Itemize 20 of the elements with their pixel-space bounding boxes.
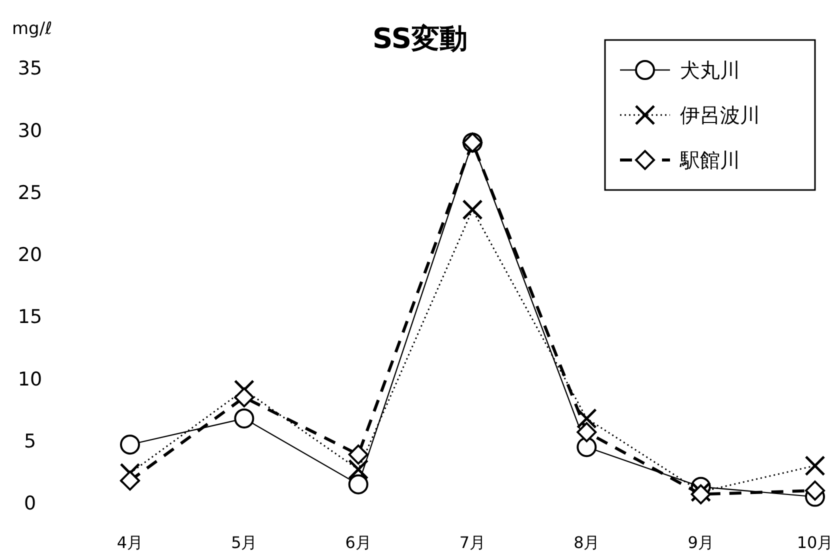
- x-tick-label: 10月: [796, 533, 834, 552]
- x-tick-label: 9月: [688, 533, 714, 552]
- legend-label: 犬丸川: [680, 58, 740, 82]
- x-tick-label: 8月: [574, 533, 600, 552]
- y-tick-label: 15: [18, 306, 42, 328]
- y-tick-label: 20: [18, 244, 42, 266]
- y-tick-label: 10: [18, 368, 42, 390]
- x-tick-label: 4月: [116, 533, 144, 552]
- chart-title: SS変動: [372, 22, 468, 55]
- y-tick-label: 25: [18, 182, 42, 204]
- x-tick-label: 7月: [459, 533, 486, 552]
- y-tick-label: 30: [18, 120, 42, 142]
- x-tick-label: 6月: [345, 533, 372, 552]
- legend-label: 伊呂波川: [680, 103, 760, 127]
- x-tick-label: 5月: [231, 533, 258, 552]
- y-tick-label: 5: [24, 430, 36, 453]
- y-tick-label: 0: [24, 492, 36, 515]
- legend-label: 駅館川: [679, 148, 740, 172]
- y-tick-label: 35: [18, 58, 42, 80]
- y-axis-title: mg/ℓ: [12, 19, 52, 39]
